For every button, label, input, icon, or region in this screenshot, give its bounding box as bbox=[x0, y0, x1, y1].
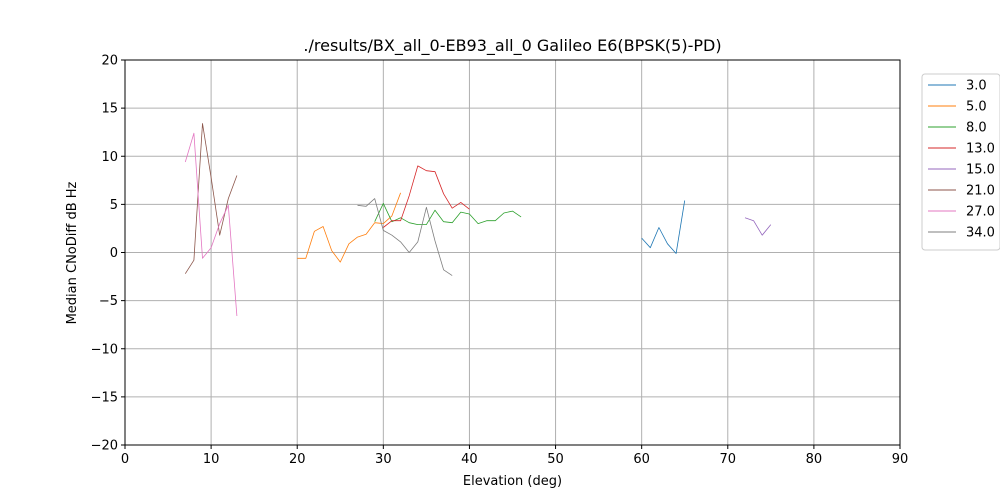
x-axis-label: Elevation (deg) bbox=[463, 474, 562, 489]
x-axis: 0 10 20 30 40 50 60 70 80 90 bbox=[121, 445, 908, 467]
x-tick-label: 30 bbox=[375, 452, 392, 467]
x-tick-label: 80 bbox=[806, 452, 823, 467]
series-line-34.0 bbox=[357, 198, 453, 276]
x-tick-label: 20 bbox=[289, 452, 306, 467]
series-line-13.0 bbox=[383, 165, 470, 228]
series-line-3.0 bbox=[641, 200, 686, 254]
legend-label: 5.0 bbox=[966, 100, 987, 115]
legend-label: 3.0 bbox=[966, 79, 987, 94]
legend-label: 15.0 bbox=[966, 163, 995, 178]
x-tick-label: 70 bbox=[720, 452, 737, 467]
x-tick-label: 40 bbox=[461, 452, 478, 467]
x-tick-label: 0 bbox=[121, 452, 129, 467]
x-tick-label: 50 bbox=[547, 452, 564, 467]
series-line-15.0 bbox=[744, 217, 772, 236]
y-tick-label: −5 bbox=[99, 294, 118, 309]
x-tick-label: 90 bbox=[892, 452, 909, 467]
y-tick-label: 10 bbox=[101, 150, 118, 165]
y-axis: 20 15 10 5 0 −5 −10 −15 −20 bbox=[91, 54, 125, 454]
y-tick-label: 5 bbox=[110, 198, 118, 213]
legend-label: 34.0 bbox=[966, 226, 995, 241]
y-tick-label: 0 bbox=[110, 246, 118, 261]
y-tick-label: −20 bbox=[91, 439, 118, 454]
legend-box bbox=[921, 73, 1000, 251]
x-tick-label: 10 bbox=[203, 452, 220, 467]
series-line-5.0 bbox=[297, 192, 401, 263]
y-tick-label: −15 bbox=[91, 390, 118, 405]
legend: 3.0 5.0 8.0 13.0 15.0 21.0 27.0 34.0 bbox=[921, 73, 1000, 251]
series-layer bbox=[184, 123, 772, 317]
legend-label: 27.0 bbox=[966, 205, 995, 220]
series-line-8.0 bbox=[374, 202, 522, 226]
chart-title: ./results/BX_all_0-EB93_all_0 Galileo E6… bbox=[303, 36, 721, 56]
y-tick-label: −10 bbox=[91, 342, 118, 357]
y-axis-label: Median CNoDiff dB Hz bbox=[65, 181, 80, 324]
y-tick-label: 20 bbox=[101, 54, 118, 69]
legend-label: 21.0 bbox=[966, 184, 995, 199]
legend-label: 13.0 bbox=[966, 142, 995, 157]
y-tick-label: 15 bbox=[101, 102, 118, 117]
series-line-21.0 bbox=[184, 123, 238, 274]
legend-label: 8.0 bbox=[966, 121, 987, 136]
x-tick-label: 60 bbox=[633, 452, 650, 467]
series-line-27.0 bbox=[184, 132, 238, 317]
